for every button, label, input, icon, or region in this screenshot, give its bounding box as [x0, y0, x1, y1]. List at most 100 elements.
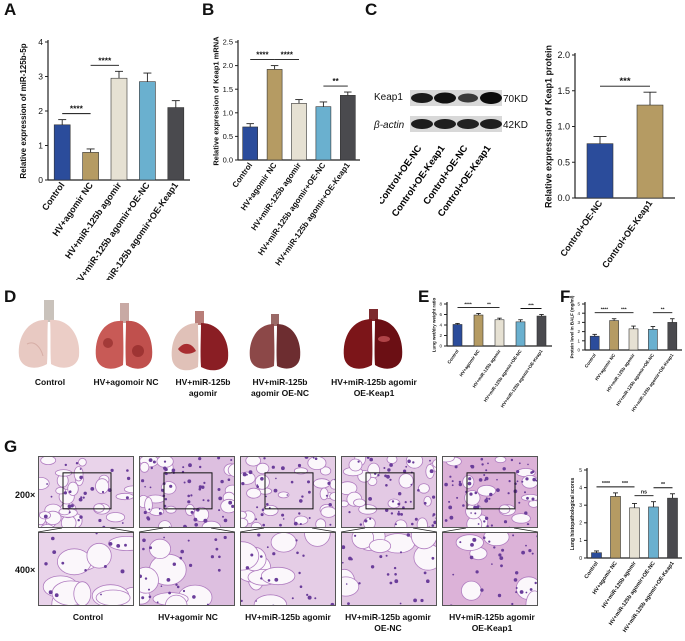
significance-label: **** — [602, 481, 611, 487]
significance-label: **** — [98, 55, 112, 65]
lung-photo-agomir-oe-keap1 — [343, 309, 403, 369]
category-label: Control — [584, 353, 597, 369]
magnification-400: 400× — [15, 565, 36, 575]
zoom-guide-lines — [442, 528, 538, 533]
significance-label: **** — [256, 51, 269, 60]
blot-bands — [410, 90, 502, 132]
y-tick-label: 4 — [439, 323, 442, 328]
histology-200x — [240, 456, 336, 528]
y-tick-label: 0 — [38, 175, 43, 185]
lung-caption: HV+miR-125b agomir OE-Keap1 — [331, 377, 417, 398]
category-label: Control — [446, 349, 459, 365]
zoom-guide-lines — [341, 528, 437, 533]
y-tick-label: 3 — [577, 320, 580, 325]
zoom-guide-lines — [38, 528, 134, 533]
bar — [536, 315, 547, 347]
bar — [515, 321, 526, 347]
category-label: HV+miR-125b agomir+OE-NC — [483, 348, 523, 403]
y-tick-label: 2 — [439, 333, 442, 338]
category-label: Control — [40, 180, 67, 212]
y-tick-label: 8 — [439, 302, 442, 307]
histology-400x — [240, 532, 336, 606]
lung-caption: HV+miR-125b agomir — [175, 377, 231, 398]
y-axis-label: Protein level in BALF (mg/ml) — [569, 295, 574, 358]
y-tick-label: 5 — [579, 468, 582, 474]
y-tick-label: 0.5 — [223, 132, 233, 141]
y-tick-label: 2.5 — [223, 38, 233, 47]
bar — [628, 328, 639, 351]
histology-400x — [442, 532, 538, 606]
category-label: Control+OE-NC — [558, 198, 604, 258]
y-axis-label: Relative expresssion of Keap1 protein — [544, 45, 554, 208]
category-label: Control — [584, 560, 600, 580]
lung-photo-agomir-oe-nc — [249, 314, 301, 369]
blot-lane-labels: Control+OE-NC Control+OE-Keap1 Control+O… — [380, 143, 494, 219]
y-tick-label: 4 — [577, 311, 580, 316]
y-tick-label: 2 — [38, 106, 43, 116]
panel-label-d: D — [4, 287, 17, 306]
y-tick-label: 2 — [577, 329, 580, 334]
bar — [586, 143, 614, 199]
y-tick-label: 0.0 — [557, 193, 570, 203]
y-tick-label: 0.0 — [223, 156, 233, 165]
chart-a-mir125b: 0 1 2 3 4 Relative expression of miR-125b-5p C… — [19, 37, 190, 280]
histology-400x — [38, 532, 134, 606]
bar — [609, 320, 619, 351]
bar — [315, 106, 332, 161]
bar — [648, 506, 659, 559]
bar — [139, 81, 156, 181]
y-tick-label: 0 — [439, 344, 442, 349]
lung-caption: HV+agomoir NC — [93, 377, 159, 387]
y-tick-label: 1.0 — [557, 122, 570, 132]
blot-kd-70: 70KD — [503, 94, 529, 105]
panel-label-e: E — [418, 287, 430, 306]
category-label: HV+miR-125b agomir+OE-Keap1 — [630, 352, 674, 412]
lung-photo-control — [18, 300, 80, 368]
y-tick-label: 6 — [439, 312, 442, 317]
zoom-guide-lines — [240, 528, 336, 533]
bar — [591, 552, 602, 559]
y-axis-label: Relative expression of miR-125b-5p — [19, 43, 28, 178]
bar — [291, 103, 307, 161]
y-tick-label: 0 — [577, 348, 580, 353]
blot-kd-42: 42KD — [503, 120, 529, 131]
blot-label-keap1: Keap1 — [374, 92, 403, 103]
histology-caption: HV+agomir NC — [158, 612, 218, 622]
y-tick-label: 1.5 — [557, 86, 570, 96]
category-label: HV+miR-125b agomir — [601, 560, 638, 610]
histology-200x — [38, 456, 134, 528]
category-label: HV+agomir NC — [594, 352, 617, 381]
significance-label: ** — [661, 482, 666, 488]
significance-label: ** — [333, 77, 340, 86]
panel-label-f: F — [560, 287, 571, 306]
y-tick-label: 3 — [579, 503, 582, 509]
panel-label-c: C — [365, 0, 378, 19]
lung-photo-agomir — [171, 311, 229, 371]
significance-label: *** — [619, 76, 630, 87]
bar — [629, 507, 640, 559]
category-label: HV+agomir NC — [458, 348, 481, 377]
significance-label: **** — [281, 51, 294, 60]
significance-label: *** — [621, 307, 627, 313]
bar — [610, 496, 621, 559]
bar — [667, 322, 678, 351]
bar — [110, 77, 128, 181]
lung-caption: HV+miR-125b agomir OE-NC — [250, 377, 310, 398]
bar — [242, 126, 259, 161]
histology-400x — [139, 532, 235, 606]
y-tick-label: 4 — [38, 37, 43, 47]
category-label: Control+OE-Keap1 — [600, 198, 654, 269]
histology-caption: HV+miR-125b agomir OE-Keap1 — [449, 612, 535, 633]
y-axis-label: Relative expression of Keap1 mRNA — [212, 36, 221, 166]
bar — [340, 95, 356, 161]
histology-caption: HV+miR-125b agomir OE-NC — [345, 612, 431, 633]
bar — [636, 104, 664, 199]
y-tick-label: 1.5 — [223, 85, 233, 94]
y-tick-label: 3 — [38, 71, 43, 81]
magnification-200: 200× — [15, 490, 36, 500]
histology-200x — [139, 456, 235, 528]
